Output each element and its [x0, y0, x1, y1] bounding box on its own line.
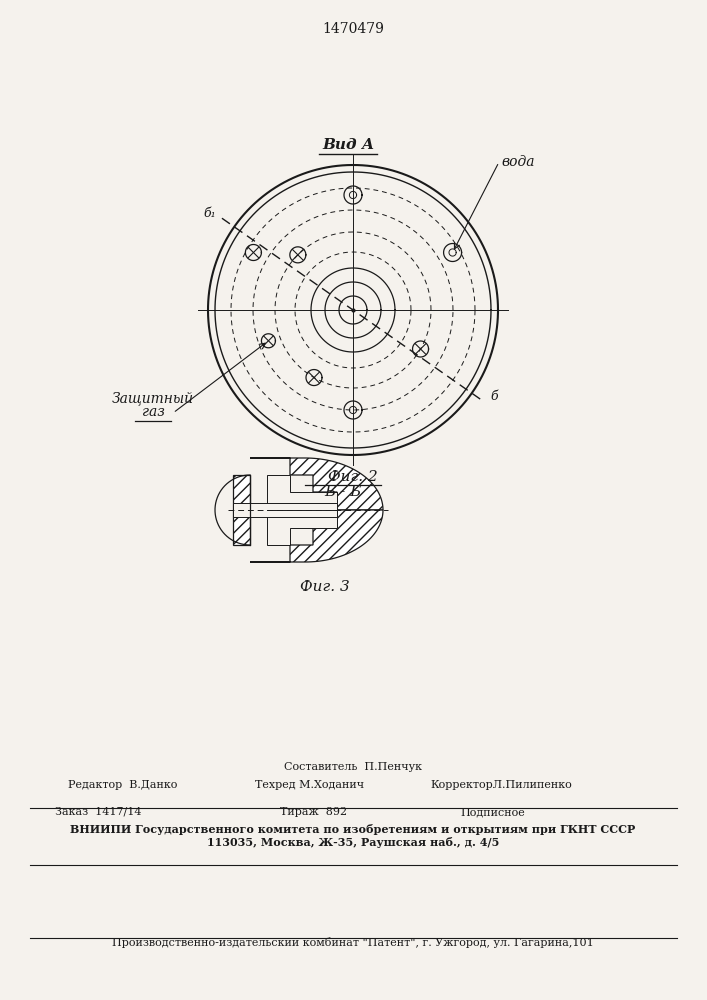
- Text: б₁: б₁: [204, 207, 216, 220]
- Polygon shape: [233, 503, 337, 517]
- Polygon shape: [344, 401, 362, 419]
- Text: Подписное: Подписное: [460, 807, 525, 817]
- Polygon shape: [262, 334, 276, 348]
- Text: Техред М.Ходанич: Техред М.Ходанич: [255, 780, 364, 790]
- Text: Редактор  В.Данко: Редактор В.Данко: [68, 780, 177, 790]
- Text: б: б: [490, 390, 498, 403]
- Polygon shape: [443, 244, 462, 261]
- Polygon shape: [245, 245, 262, 260]
- Text: Вид А: Вид А: [322, 138, 374, 152]
- Polygon shape: [449, 249, 456, 256]
- Text: вода: вода: [501, 155, 534, 169]
- Polygon shape: [267, 475, 337, 510]
- Text: Заказ  1417/14: Заказ 1417/14: [55, 807, 141, 817]
- Polygon shape: [233, 510, 250, 545]
- Text: Фиг. 2: Фиг. 2: [328, 470, 378, 484]
- Text: Фиг. 3: Фиг. 3: [300, 580, 350, 594]
- Text: КорректорЛ.Пилипенко: КорректорЛ.Пилипенко: [430, 780, 572, 790]
- Text: газ: газ: [141, 405, 165, 419]
- Polygon shape: [250, 510, 383, 562]
- Polygon shape: [306, 370, 322, 386]
- Polygon shape: [233, 475, 250, 510]
- Text: Б - Б: Б - Б: [325, 485, 362, 499]
- Text: Составитель  П.Пенчук: Составитель П.Пенчук: [284, 762, 422, 772]
- Text: 113035, Москва, Ж-35, Раушская наб., д. 4/5: 113035, Москва, Ж-35, Раушская наб., д. …: [207, 837, 499, 848]
- Text: Тираж  892: Тираж 892: [280, 807, 347, 817]
- Text: Производственно-издательский комбинат "Патент", г. Ужгород, ул. Гагарина,101: Производственно-издательский комбинат "П…: [112, 937, 594, 948]
- Polygon shape: [349, 406, 356, 414]
- Polygon shape: [344, 186, 362, 204]
- Polygon shape: [413, 341, 428, 357]
- Text: ВНИИПИ Государственного комитета по изобретениям и открытиям при ГКНТ СССР: ВНИИПИ Государственного комитета по изоб…: [71, 824, 636, 835]
- Text: Защитный: Защитный: [112, 391, 194, 405]
- Polygon shape: [267, 510, 337, 545]
- Polygon shape: [290, 247, 306, 263]
- Text: 1470479: 1470479: [322, 22, 384, 36]
- Polygon shape: [250, 458, 383, 510]
- Polygon shape: [349, 191, 356, 199]
